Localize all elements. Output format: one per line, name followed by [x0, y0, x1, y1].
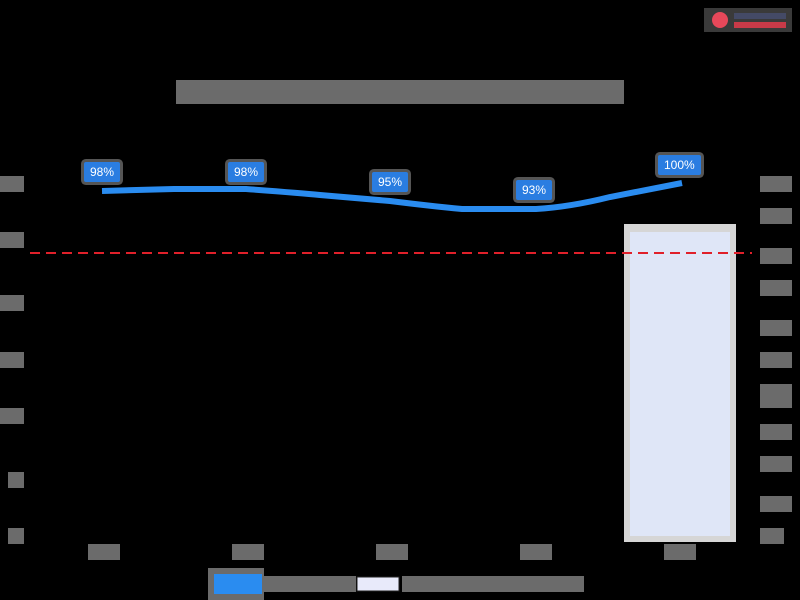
legend-swatch-bar [356, 576, 400, 592]
logo-text-top [734, 13, 786, 19]
data-label: 100% [658, 155, 701, 175]
data-label: 98% [228, 162, 265, 182]
brand-logo [704, 8, 792, 32]
legend-swatch-line [214, 574, 262, 594]
data-label: 95% [372, 172, 409, 192]
line-series [101, 180, 683, 212]
chart-title [176, 80, 624, 104]
logo-text-bottom [734, 22, 786, 28]
logo-icon [712, 12, 728, 28]
data-label: 93% [516, 180, 553, 200]
bar [630, 232, 730, 536]
data-label: 98% [84, 162, 121, 182]
